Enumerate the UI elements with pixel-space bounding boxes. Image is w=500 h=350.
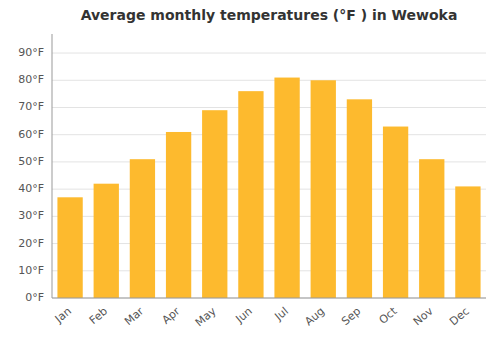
bar xyxy=(94,184,119,298)
bar xyxy=(274,78,299,298)
x-tick-label: Feb xyxy=(87,305,110,327)
x-tick-label: Apr xyxy=(160,304,183,326)
grid-line xyxy=(52,53,486,54)
y-tick-label: 20°F xyxy=(18,237,44,250)
y-tick-label: 70°F xyxy=(18,100,44,113)
x-tick-labels: Jan Feb Mar Apr May Jun Jul Aug Sep Oct Nov Dec xyxy=(52,304,472,329)
bar xyxy=(166,132,191,298)
x-tick-label: Nov xyxy=(411,304,436,328)
y-tick-label: 60°F xyxy=(18,128,44,141)
y-tick-labels: 0°F 10°F 20°F 30°F 40°F 50°F 60°F 70°F 80°F 90°F xyxy=(18,46,44,304)
chart: 0°F 10°F 20°F 30°F 40°F 50°F 60°F 70°F 80°F 90°F J… xyxy=(0,0,500,350)
y-tick-label: 40°F xyxy=(18,182,44,195)
y-tick-label: 80°F xyxy=(18,73,44,86)
x-tick-label: Jul xyxy=(272,305,291,324)
x-tick-label: Oct xyxy=(377,304,400,327)
chart-container: 0°F 10°F 20°F 30°F 40°F 50°F 60°F 70°F 80°F 90°F J… xyxy=(0,0,500,350)
x-axis-line xyxy=(52,298,486,299)
bar xyxy=(419,159,444,298)
y-tick-label: 0°F xyxy=(25,291,44,304)
grid-line xyxy=(52,298,486,299)
grid-line xyxy=(52,80,486,81)
y-tick-label: 30°F xyxy=(18,209,44,222)
bar xyxy=(383,127,408,298)
bar xyxy=(202,110,227,298)
x-tick-label: May xyxy=(193,304,219,329)
y-tick-label: 90°F xyxy=(18,46,44,59)
y-axis-line xyxy=(52,34,53,298)
y-tick-label: 50°F xyxy=(18,155,44,168)
x-tick-label: Mar xyxy=(122,304,147,328)
x-tick-label: Jun xyxy=(232,305,254,327)
bar xyxy=(347,99,372,298)
x-tick-label: Jan xyxy=(52,305,74,327)
y-tick-label: 10°F xyxy=(18,264,44,277)
title: Average monthly temperatures (°F ) in We… xyxy=(81,7,458,23)
bar xyxy=(130,159,155,298)
grid-line xyxy=(52,134,486,135)
x-tick-label: Dec xyxy=(447,305,472,329)
grid-line xyxy=(52,107,486,108)
bar xyxy=(455,186,480,298)
bar xyxy=(238,91,263,298)
x-tick-label: Aug xyxy=(302,305,327,329)
grid xyxy=(52,53,486,298)
bar xyxy=(311,80,336,298)
x-tick-label: Sep xyxy=(339,305,363,328)
bars xyxy=(57,78,480,298)
bar xyxy=(57,197,82,298)
